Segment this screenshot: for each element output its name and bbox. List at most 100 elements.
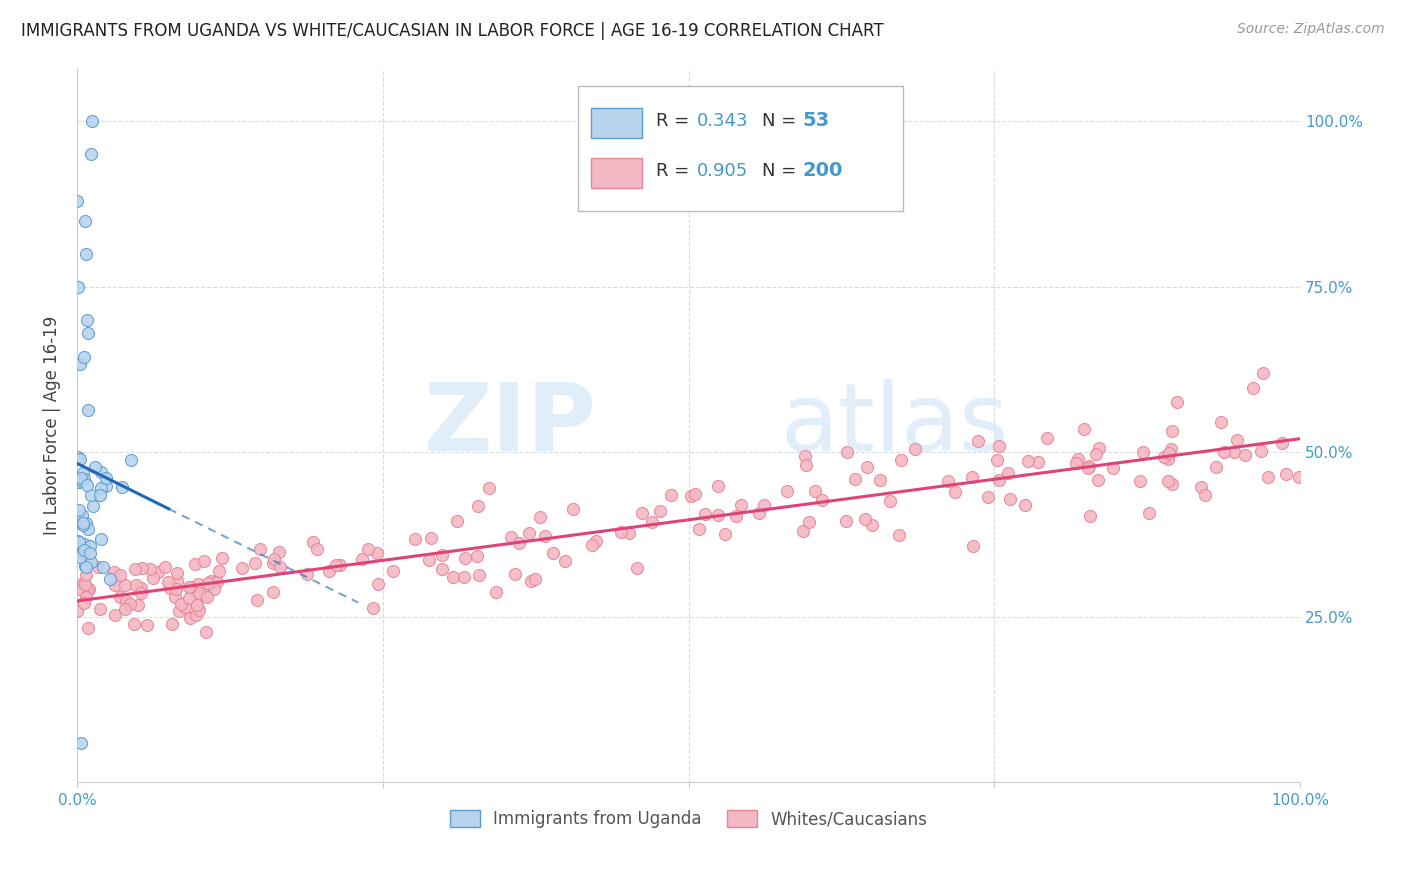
Point: [988, 473, 1011, 487]
Point: [529, 510, 551, 524]
Point: [844, 472, 866, 486]
Point: [1234, 448, 1257, 462]
Point: [581, 538, 603, 552]
Point: [534, 529, 557, 543]
Point: [585, 534, 607, 549]
Point: [70, 474, 93, 488]
Point: [725, 509, 748, 524]
Point: [194, 624, 217, 639]
Point: [183, 584, 205, 599]
Point: [179, 611, 201, 625]
Point: [517, 526, 540, 541]
Point: [67, 534, 90, 549]
Point: [246, 593, 269, 607]
Point: [139, 562, 162, 576]
Point: [73, 596, 96, 610]
Point: [76, 312, 98, 326]
Point: [752, 498, 775, 512]
Point: [262, 556, 284, 570]
Point: [853, 512, 876, 526]
Point: [72, 575, 94, 590]
Point: [748, 506, 770, 520]
Point: [141, 571, 163, 585]
Point: [69, 549, 91, 564]
Point: [683, 487, 706, 501]
Point: [1014, 498, 1036, 512]
Point: [118, 597, 141, 611]
Point: [904, 442, 927, 456]
Point: [187, 577, 209, 591]
Text: 0.343: 0.343: [697, 112, 748, 129]
Point: [76, 478, 98, 492]
Point: [69, 357, 91, 371]
Point: [977, 490, 1000, 504]
Point: [1250, 444, 1272, 458]
Text: N =: N =: [762, 161, 796, 179]
Point: [811, 492, 834, 507]
Point: [1067, 452, 1090, 467]
Point: [170, 597, 193, 611]
Point: [960, 470, 983, 484]
Point: [350, 551, 373, 566]
Legend: Immigrants from Uganda, Whites/Caucasians: Immigrants from Uganda, Whites/Caucasian…: [443, 803, 934, 835]
Point: [1161, 424, 1184, 438]
Point: [77, 403, 100, 417]
Point: [1160, 442, 1182, 457]
Point: [124, 616, 146, 631]
Point: [75, 577, 97, 591]
Point: [1077, 458, 1099, 473]
Point: [1026, 455, 1049, 469]
Point: [797, 515, 820, 529]
Point: [69, 513, 91, 527]
Point: [91, 559, 114, 574]
Point: [467, 499, 489, 513]
Point: [1213, 445, 1236, 459]
Point: [986, 453, 1008, 467]
Point: [69, 471, 91, 485]
Point: [159, 581, 181, 595]
Point: [73, 472, 96, 486]
Point: [543, 546, 565, 560]
Point: [200, 574, 222, 588]
Point: [165, 582, 187, 597]
Point: [856, 460, 879, 475]
Point: [794, 458, 817, 472]
Text: 200: 200: [803, 161, 842, 180]
Point: [87, 559, 110, 574]
Point: [1088, 441, 1111, 455]
Point: [75, 246, 97, 260]
Point: [1209, 416, 1232, 430]
Point: [82, 499, 104, 513]
Point: [1161, 476, 1184, 491]
Point: [835, 514, 858, 528]
Point: [231, 561, 253, 575]
Point: [1087, 473, 1109, 487]
Point: [80, 488, 103, 502]
Point: [269, 560, 291, 574]
Point: [693, 507, 716, 521]
Point: [295, 567, 318, 582]
Point: [962, 539, 984, 553]
Point: [430, 562, 453, 576]
Point: [382, 564, 405, 578]
Point: [114, 578, 136, 592]
Point: [197, 575, 219, 590]
Point: [83, 459, 105, 474]
Point: [75, 560, 97, 574]
Point: [1271, 436, 1294, 450]
Point: [72, 516, 94, 531]
Point: [75, 568, 97, 582]
Point: [1223, 445, 1246, 459]
Text: Source: ZipAtlas.com: Source: ZipAtlas.com: [1237, 22, 1385, 37]
Point: [943, 484, 966, 499]
Point: [188, 602, 211, 616]
Point: [108, 590, 131, 604]
Point: [1205, 460, 1227, 475]
Point: [1241, 381, 1264, 395]
Point: [420, 531, 443, 545]
Point: [679, 489, 702, 503]
Point: [706, 508, 728, 522]
Point: [72, 517, 94, 532]
Point: [357, 541, 380, 556]
Point: [1084, 448, 1107, 462]
